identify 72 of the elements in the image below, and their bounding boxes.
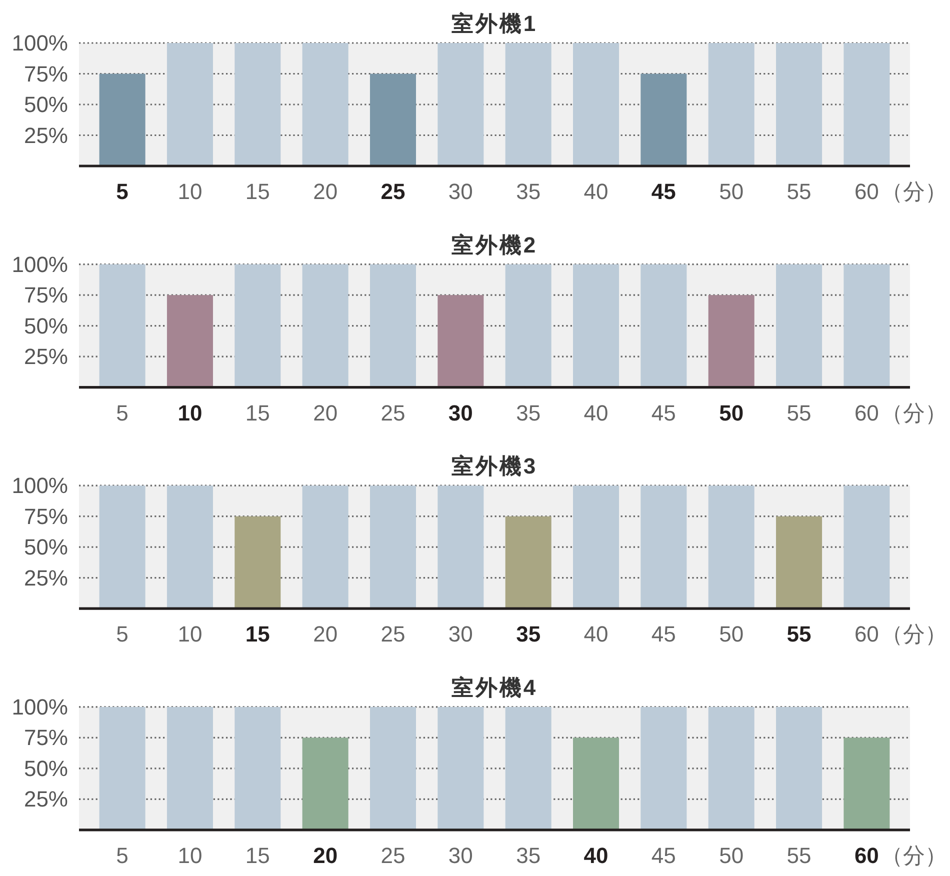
x-tick-label: 10 xyxy=(178,622,202,647)
x-tick-label: 20 xyxy=(313,179,338,204)
x-tick-label: 15 xyxy=(245,400,270,426)
x-axis-title: （分） xyxy=(880,842,947,868)
x-tick-label: 20 xyxy=(313,622,338,647)
x-tick-label: 30 xyxy=(448,179,473,204)
x-tick-label: 10 xyxy=(178,179,202,204)
x-tick-label: 25 xyxy=(380,622,406,647)
x-tick-label: 60 xyxy=(854,400,879,426)
x-tick-label: 50 xyxy=(719,622,744,647)
x-tick-label: 55 xyxy=(786,179,812,204)
chart-title: 室外機2 xyxy=(451,232,538,258)
x-tick-label: 45 xyxy=(651,622,676,647)
x-tick-label: 60 xyxy=(854,842,879,868)
x-tick-label: 40 xyxy=(584,842,608,868)
x-tick-label: 60 xyxy=(854,179,879,204)
x-tick-label: 35 xyxy=(516,400,541,426)
x-tick-label: 5 xyxy=(116,400,128,426)
x-tick-label: 55 xyxy=(786,400,812,426)
y-tick-label: 50% xyxy=(24,313,68,338)
x-tick-label: 45 xyxy=(651,179,676,204)
x-tick-label: 30 xyxy=(448,842,473,868)
y-tick-label: 75% xyxy=(24,725,68,750)
x-tick-label: 15 xyxy=(245,179,270,204)
chart-title: 室外機3 xyxy=(451,454,538,479)
x-tick-label: 10 xyxy=(178,842,202,868)
x-tick-label: 25 xyxy=(380,400,406,426)
y-tick-label: 100% xyxy=(12,694,68,720)
x-axis-title: （分） xyxy=(880,400,947,426)
x-tick-label: 55 xyxy=(786,622,812,647)
y-tick-label: 25% xyxy=(24,786,68,812)
y-tick-label: 50% xyxy=(24,756,68,781)
y-tick-label: 75% xyxy=(24,282,68,308)
x-tick-label: 55 xyxy=(786,842,812,868)
chart-title: 室外機4 xyxy=(451,674,538,700)
y-tick-label: 100% xyxy=(12,30,68,56)
x-tick-label: 40 xyxy=(584,622,608,647)
x-axis-title: （分） xyxy=(880,179,947,204)
x-tick-label: 30 xyxy=(448,400,473,426)
x-tick-label: 10 xyxy=(178,400,202,426)
x-tick-label: 25 xyxy=(380,842,406,868)
x-tick-label: 45 xyxy=(651,842,676,868)
x-tick-label: 35 xyxy=(516,842,541,868)
x-tick-label: 30 xyxy=(448,622,473,647)
y-tick-label: 100% xyxy=(12,252,68,277)
y-tick-label: 75% xyxy=(24,504,68,529)
chart-title: 室外機1 xyxy=(451,11,538,36)
y-tick-label: 25% xyxy=(24,122,68,148)
x-tick-label: 40 xyxy=(584,400,608,426)
y-tick-label: 50% xyxy=(24,534,68,560)
x-tick-label: 20 xyxy=(313,400,338,426)
x-tick-label: 15 xyxy=(245,842,270,868)
x-tick-label: 25 xyxy=(380,179,406,204)
x-tick-label: 50 xyxy=(719,842,744,868)
x-tick-label: 50 xyxy=(719,179,744,204)
y-tick-label: 25% xyxy=(24,344,68,370)
x-tick-label: 50 xyxy=(719,400,744,426)
y-tick-label: 100% xyxy=(12,473,68,498)
y-tick-label: 25% xyxy=(24,565,68,590)
x-tick-label: 15 xyxy=(245,622,270,647)
x-axis-title: （分） xyxy=(880,622,947,647)
x-tick-label: 45 xyxy=(651,400,676,426)
x-tick-label: 60 xyxy=(854,622,879,647)
y-tick-label: 75% xyxy=(24,61,68,86)
x-tick-label: 5 xyxy=(116,842,128,868)
x-tick-label: 5 xyxy=(116,179,128,204)
x-tick-label: 5 xyxy=(116,622,128,647)
x-tick-label: 35 xyxy=(516,622,541,647)
x-tick-label: 35 xyxy=(516,179,541,204)
y-tick-label: 50% xyxy=(24,92,68,117)
x-tick-label: 40 xyxy=(584,179,608,204)
x-tick-label: 20 xyxy=(313,842,338,868)
